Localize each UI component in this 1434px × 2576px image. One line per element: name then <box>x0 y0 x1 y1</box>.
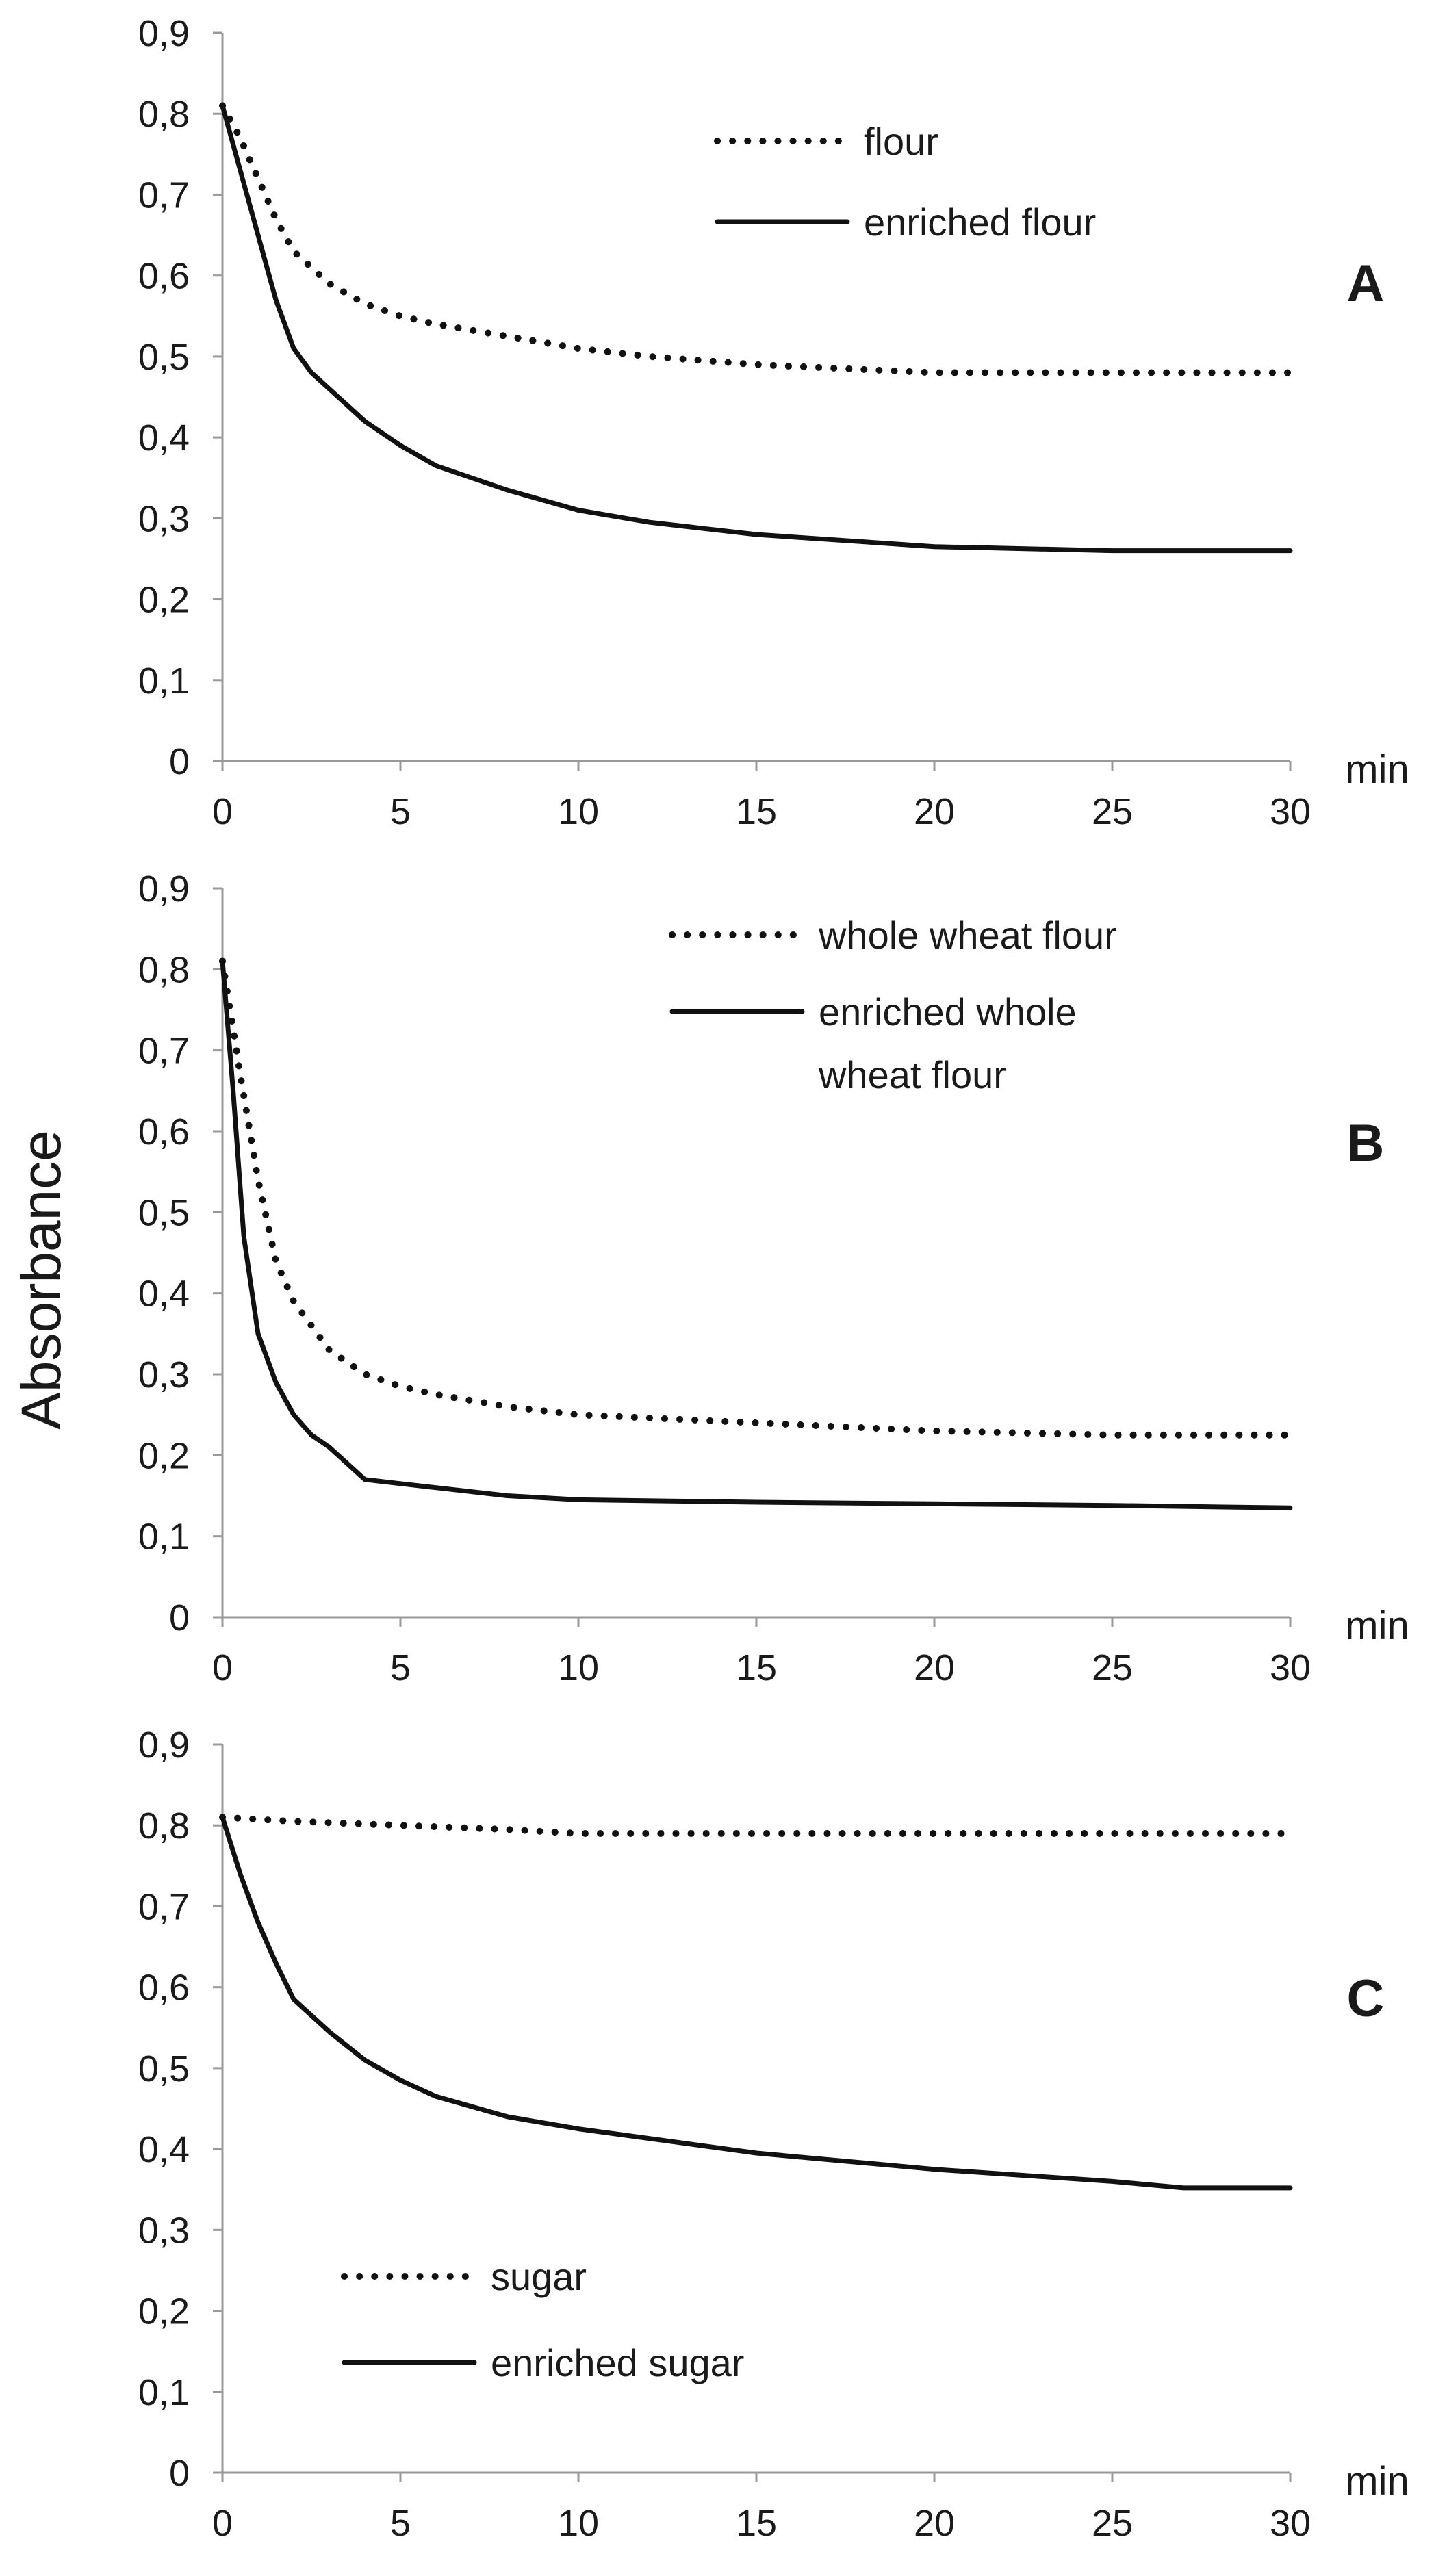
y-tick-label: 0,1 <box>138 660 190 701</box>
series-line-flour <box>219 102 1294 376</box>
y-tick-label: 0,4 <box>138 2129 190 2170</box>
x-tick-label: 30 <box>1270 2503 1311 2544</box>
y-tick-label: 0,7 <box>138 1886 190 1927</box>
x-tick-label: 25 <box>1092 791 1133 832</box>
legend-label: enriched sugar <box>491 2341 744 2384</box>
y-tick-label: 0 <box>169 1597 190 1638</box>
x-tick-label: 15 <box>736 1647 777 1688</box>
y-tick-label: 0,8 <box>138 1805 190 1846</box>
x-tick-label: 25 <box>1092 2503 1133 2544</box>
chart-panel-b: 0 0,1 0,2 0,3 0,4 0,5 0,6 0,7 0,8 0,9 0 5 10 15 20 25 30… <box>138 868 1409 1688</box>
y-tick-label: 0,3 <box>138 498 190 539</box>
legend-label: enriched whole wheat flour <box>818 990 1077 1096</box>
y-tick-label: 0,9 <box>138 13 190 54</box>
series-line-sugar <box>219 1814 1294 1837</box>
x-tick-label: 0 <box>212 1647 233 1688</box>
legend-label: flour <box>864 120 938 163</box>
y-tick-label: 0,9 <box>138 1725 190 1766</box>
y-tick-label: 0,6 <box>138 1111 190 1152</box>
y-tick-label: 0,7 <box>138 1031 190 1072</box>
y-tick-label: 0,2 <box>138 580 190 621</box>
series-line-enriched-whole-wheat-flour <box>220 959 1293 1510</box>
series-line-enriched-flour <box>220 103 1293 554</box>
legend-label: enriched flour <box>864 201 1096 244</box>
y-tick-label: 0 <box>169 741 190 782</box>
y-tick-label: 0,4 <box>138 417 190 459</box>
chart-panel-a: 0 0,1 0,2 0,3 0,4 0,5 0,6 0,7 0,8 0,9 0 5 10 15 20 25 30… <box>138 13 1409 832</box>
x-tick-label: 30 <box>1270 1647 1311 1688</box>
x-axis-unit-label: min <box>1345 1603 1409 1648</box>
y-tick-label: 0,3 <box>138 2210 190 2251</box>
x-tick-label: 15 <box>736 791 777 832</box>
y-tick-label: 0,3 <box>138 1354 190 1395</box>
x-tick-label: 0 <box>212 791 233 832</box>
chart-panels: 0 0,1 0,2 0,3 0,4 0,5 0,6 0,7 0,8 0,9 0 5 10 15 20 25 30… <box>138 13 1409 2544</box>
y-tick-label: 0,8 <box>138 949 190 990</box>
y-tick-label: 0,2 <box>138 1435 190 1476</box>
x-tick-label: 5 <box>390 1647 411 1688</box>
legend-label: whole wheat flour <box>818 914 1117 957</box>
x-tick-label: 10 <box>558 2503 599 2544</box>
y-tick-label: 0,5 <box>138 1192 190 1233</box>
y-tick-label: 0,5 <box>138 337 190 378</box>
x-tick-label: 15 <box>736 2503 777 2544</box>
x-axis-unit-label: min <box>1345 2459 1409 2503</box>
y-tick-label: 0,1 <box>138 1517 190 1558</box>
y-tick-label: 0,9 <box>138 868 190 910</box>
y-tick-label: 0,2 <box>138 2291 190 2332</box>
x-tick-label: 20 <box>914 2503 955 2544</box>
series-line-enriched-sugar <box>220 1814 1293 2191</box>
chart-panel-c: 0 0,1 0,2 0,3 0,4 0,5 0,6 0,7 0,8 0,9 0 5 10 15 20 25 30… <box>138 1725 1409 2544</box>
x-tick-label: 30 <box>1270 791 1311 832</box>
x-tick-label: 5 <box>390 2503 411 2544</box>
y-tick-label: 0,6 <box>138 1968 190 2009</box>
legend-label: sugar <box>491 2255 587 2298</box>
y-tick-label: 0,6 <box>138 256 190 297</box>
series-line-whole-wheat-flour <box>219 957 1294 1439</box>
y-tick-label: 0,8 <box>138 94 190 135</box>
panel-letter: C <box>1347 1970 1385 2028</box>
panel-letter: A <box>1347 255 1385 313</box>
x-axis-unit-label: min <box>1345 747 1409 792</box>
y-tick-label: 0,7 <box>138 175 190 216</box>
panel-letter: B <box>1347 1114 1385 1172</box>
y-tick-label: 0 <box>169 2453 190 2494</box>
y-tick-label: 0,1 <box>138 2372 190 2413</box>
x-tick-label: 10 <box>558 791 599 832</box>
x-tick-label: 0 <box>212 2503 233 2544</box>
x-tick-label: 20 <box>914 1647 955 1688</box>
x-tick-label: 10 <box>558 1647 599 1688</box>
x-tick-label: 5 <box>390 791 411 832</box>
x-tick-label: 20 <box>914 791 955 832</box>
y-tick-label: 0,5 <box>138 2048 190 2089</box>
y-tick-label: 0,4 <box>138 1274 190 1315</box>
y-axis-label: Absorbance <box>10 1130 73 1430</box>
x-tick-label: 25 <box>1092 1647 1133 1688</box>
